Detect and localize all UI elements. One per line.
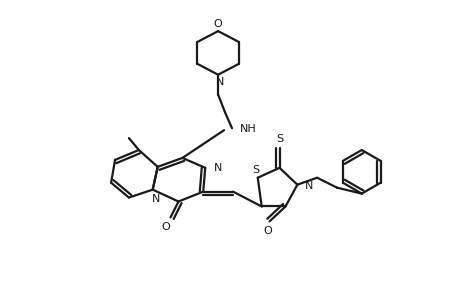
Text: O: O — [161, 222, 170, 232]
Text: N: N — [215, 76, 224, 87]
Text: N: N — [305, 181, 313, 191]
Text: O: O — [213, 19, 222, 29]
Text: N: N — [214, 163, 222, 173]
Text: S: S — [252, 165, 259, 175]
Text: N: N — [151, 194, 160, 203]
Text: NH: NH — [240, 124, 256, 134]
Text: O: O — [263, 226, 271, 236]
Text: S: S — [275, 134, 282, 144]
